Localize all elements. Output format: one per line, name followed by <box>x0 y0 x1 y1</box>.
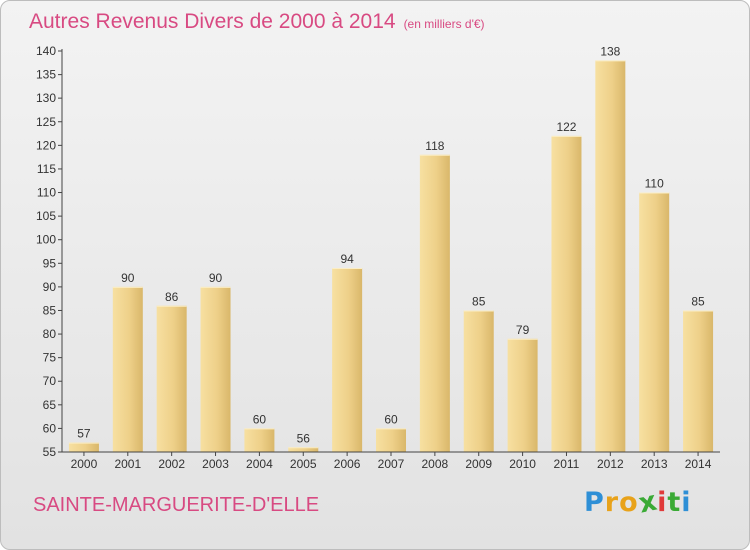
axes-group: 55 60 65 70 75 80 85 90 95 100 105 110 115 120 125 130 1… <box>36 44 720 471</box>
y-tick-label: 140 <box>36 44 56 58</box>
logo-letter: o <box>619 487 639 518</box>
y-tick-label: 125 <box>36 115 56 129</box>
data-label: 94 <box>340 252 354 266</box>
y-tick-label: 55 <box>43 445 57 459</box>
bar <box>595 60 626 452</box>
y-tick-label: 110 <box>37 186 56 200</box>
x-tick-label: 2010 <box>509 457 536 471</box>
bar <box>244 428 275 452</box>
y-tick-label: 70 <box>43 374 57 388</box>
y-tick-label: 115 <box>37 162 56 176</box>
y-tick-label: 85 <box>43 303 57 317</box>
logo-letter: i <box>657 487 668 518</box>
data-label: 138 <box>600 44 620 58</box>
y-tick-label: 60 <box>43 421 57 435</box>
x-tick-label: 2011 <box>554 457 580 471</box>
x-tick-label: 2002 <box>158 457 185 471</box>
x-tick-label: 2014 <box>685 457 712 471</box>
y-tick-label: 95 <box>43 256 57 270</box>
data-label: 85 <box>472 294 486 308</box>
data-label: 110 <box>645 177 664 191</box>
x-tick-label: 2007 <box>378 457 405 471</box>
x-tick-label: 2008 <box>422 457 449 471</box>
bar <box>376 428 406 452</box>
bar <box>683 310 714 452</box>
bar <box>156 305 187 452</box>
bar <box>551 135 582 452</box>
data-label: 122 <box>556 120 576 134</box>
y-tick-label: 135 <box>36 68 56 82</box>
y-tick-label: 90 <box>43 280 57 294</box>
data-label: 60 <box>253 412 267 426</box>
logo-letter: i <box>681 487 692 518</box>
bar <box>419 154 450 452</box>
bar <box>463 310 494 452</box>
bar <box>68 442 99 452</box>
x-tick-label: 2005 <box>290 457 317 471</box>
bar <box>200 286 231 452</box>
x-tick-label: 2006 <box>334 457 361 471</box>
bar <box>332 268 363 452</box>
data-label: 90 <box>209 271 223 285</box>
data-label: 118 <box>425 139 444 153</box>
chart-title-text: Autres Revenus Divers de 2000 à 2014 <box>29 10 396 33</box>
y-tick-label: 130 <box>36 91 56 105</box>
x-tick-label: 2009 <box>465 457 492 471</box>
y-tick-label: 65 <box>43 398 57 412</box>
chart-title: Autres Revenus Divers de 2000 à 2014 (en … <box>29 10 485 34</box>
x-tick-label: 2013 <box>641 457 668 471</box>
y-tick-label: 75 <box>43 351 57 365</box>
y-tick-label: 100 <box>36 233 56 247</box>
data-label: 60 <box>384 412 398 426</box>
commune-name: SAINTE-MARGUERITE-D'ELLE <box>33 494 320 516</box>
bar <box>639 192 670 452</box>
bar <box>288 447 319 452</box>
bars-group: 57 90 86 90 60 56 94 60 118 85 79 122 138 110 85 <box>68 44 714 452</box>
x-tick-label: 2012 <box>597 457 624 471</box>
data-label: 56 <box>297 431 311 445</box>
data-label: 85 <box>691 294 705 308</box>
y-tick-label: 80 <box>43 327 57 341</box>
proxiti-logo[interactable]: Proxiti <box>584 485 692 519</box>
bar <box>112 286 143 452</box>
x-tick-label: 2001 <box>114 457 141 471</box>
x-tick-label: 2003 <box>202 457 229 471</box>
data-label: 79 <box>516 323 530 337</box>
x-tick-label: 2000 <box>71 457 98 471</box>
x-tick-label: 2004 <box>246 457 273 471</box>
chart-subtitle: (en milliers d'€) <box>403 17 485 31</box>
y-tick-label: 105 <box>36 209 56 223</box>
logo-letter: t <box>667 487 682 518</box>
data-label: 86 <box>165 290 179 304</box>
logo-letter: r <box>604 487 620 518</box>
logo-letter: P <box>584 487 605 518</box>
bar <box>507 338 538 452</box>
y-tick-label: 120 <box>36 138 56 152</box>
data-label: 90 <box>121 271 135 285</box>
data-label: 57 <box>77 427 91 441</box>
